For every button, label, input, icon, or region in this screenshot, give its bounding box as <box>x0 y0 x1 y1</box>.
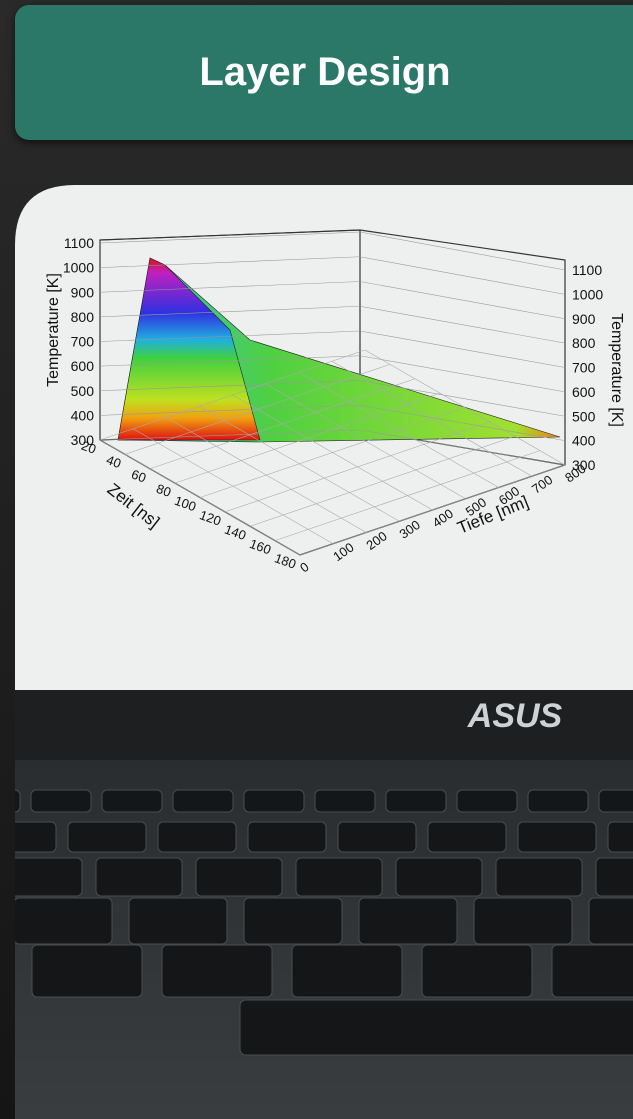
key <box>292 945 402 997</box>
z-tick-label-right: 700 <box>572 360 596 376</box>
key <box>428 822 506 852</box>
key <box>102 790 162 812</box>
key <box>596 858 633 896</box>
key <box>422 945 532 997</box>
z-tick-label-right: 600 <box>572 384 596 400</box>
key <box>528 790 588 812</box>
key <box>0 858 82 896</box>
key <box>14 898 112 944</box>
z-tick-label: 1100 <box>64 235 94 251</box>
key <box>599 790 633 812</box>
z-tick-label: 1000 <box>63 260 94 276</box>
z-tick-label-right: 1000 <box>572 286 603 302</box>
key <box>248 822 326 852</box>
key <box>474 898 572 944</box>
key <box>158 822 236 852</box>
z-axis-label-right: Temperature [K] <box>608 313 625 427</box>
key <box>457 790 517 812</box>
key <box>162 945 272 997</box>
key <box>96 858 182 896</box>
z-tick-label: 700 <box>71 334 95 350</box>
z-axis-label: Temperature [K] <box>45 273 62 387</box>
key <box>0 790 20 812</box>
key <box>338 822 416 852</box>
key <box>386 790 446 812</box>
z-tick-label: 900 <box>71 284 95 300</box>
photo-content: Temperature [K] Temperature [K] Zeit [ns… <box>0 185 633 1119</box>
key <box>129 898 227 944</box>
z-tick-label-right: 900 <box>572 311 596 327</box>
z-tick-label-right: 800 <box>572 335 596 351</box>
key <box>0 822 56 852</box>
key <box>296 858 382 896</box>
brand-logo: ASUS <box>467 697 563 735</box>
z-tick-label: 600 <box>71 358 95 374</box>
key <box>68 822 146 852</box>
key <box>31 790 91 812</box>
z-tick-label-right: 400 <box>572 433 596 449</box>
key <box>244 898 342 944</box>
key <box>396 858 482 896</box>
key <box>359 898 457 944</box>
key <box>32 945 142 997</box>
key <box>496 858 582 896</box>
key <box>196 858 282 896</box>
photo: Temperature [K] Temperature [K] Zeit [ns… <box>0 0 633 1119</box>
key <box>518 822 596 852</box>
key <box>244 790 304 812</box>
z-tick-label-right: 500 <box>572 408 596 424</box>
key <box>552 945 633 997</box>
z-tick-label: 400 <box>71 407 95 423</box>
z-tick-label-right: 1100 <box>572 262 602 278</box>
z-tick-label: 800 <box>71 309 95 325</box>
key <box>173 790 233 812</box>
key <box>315 790 375 812</box>
slide: Layer Design <box>0 0 633 1119</box>
z-tick-label: 500 <box>71 383 95 399</box>
key <box>608 822 633 852</box>
key <box>240 1000 633 1055</box>
key <box>589 898 633 944</box>
